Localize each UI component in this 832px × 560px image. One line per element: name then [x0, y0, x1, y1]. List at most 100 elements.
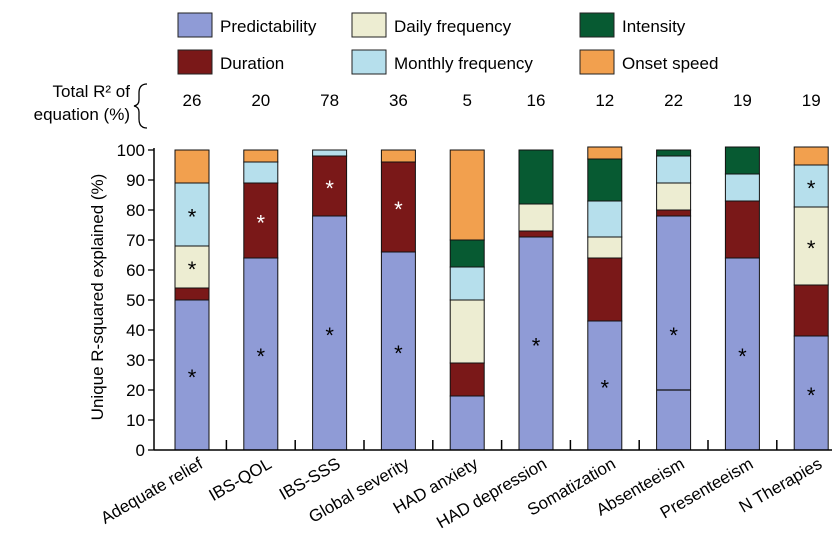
x-tick-label: IBS-QOL [206, 454, 275, 505]
bar-segment-daily-frequency [587, 236, 623, 259]
y-tick-label: 50 [126, 291, 145, 310]
legend-label-daily-frequency: Daily frequency [394, 17, 512, 36]
bar-segment-daily-frequency [793, 206, 829, 286]
legend-label-predictability: Predictability [220, 17, 317, 36]
bar-segment-onset-speed [174, 149, 210, 184]
bar-segment-predictability [518, 236, 554, 451]
significance-marker: * [394, 197, 403, 222]
total-r2-value: 20 [251, 91, 270, 110]
bar-stack-presenteeism: * [724, 146, 760, 451]
x-tick-label: Adequate relief [97, 454, 206, 528]
total-r2-value: 78 [320, 91, 339, 110]
legend-item-predictability: Predictability [177, 12, 317, 38]
y-tick-label: 0 [136, 441, 145, 460]
significance-marker: * [188, 365, 197, 390]
legend-item-intensity: Intensity [579, 12, 686, 38]
y-axis: 0 10 20 30 40 50 60 70 80 90 100 [117, 141, 155, 460]
legend-swatch-onset-speed [579, 49, 615, 75]
total-r2-row: Total R² of equation (%) 26 20 78 36 5 16 12 22… [34, 82, 821, 129]
bar-segment-monthly-frequency [243, 161, 279, 184]
bar-segment-duration [724, 200, 760, 259]
total-r2-label-line2: equation (%) [34, 105, 130, 124]
total-r2-value: 12 [595, 91, 614, 110]
legend-item-duration: Duration [177, 49, 284, 75]
bar-stack-global-severity: ** [380, 149, 416, 451]
significance-marker: * [394, 341, 403, 366]
legend-swatch-intensity [579, 12, 615, 38]
bar-segment-monthly-frequency [587, 200, 623, 238]
legend-label-intensity: Intensity [622, 17, 686, 36]
bar-segment-onset-speed [380, 149, 416, 163]
bar-segment-intensity [587, 158, 623, 202]
bar-segment-monthly-frequency [656, 155, 692, 184]
significance-marker: * [601, 376, 610, 401]
y-tick-label: 10 [126, 411, 145, 430]
total-r2-value: 26 [183, 91, 202, 110]
total-r2-value: 16 [527, 91, 546, 110]
bar-segment-predictability [656, 215, 692, 451]
y-tick-label: 70 [126, 231, 145, 250]
bar-segment-predictability [724, 257, 760, 451]
bar-segment-predictability [449, 395, 485, 451]
bar-segment-intensity [449, 239, 485, 268]
significance-marker: * [669, 323, 678, 348]
y-tick-label: 90 [126, 171, 145, 190]
total-r2-value: 5 [462, 91, 471, 110]
bar-segment-predictability [380, 251, 416, 451]
bar-segment-intensity [656, 149, 692, 157]
bar-segment-daily-frequency [518, 203, 554, 232]
bar-segment-onset-speed [449, 149, 485, 241]
bar-stack-ibs-sss: ** [312, 149, 348, 451]
bar-segment-onset-speed [243, 149, 279, 163]
bar-segment-intensity [724, 146, 760, 175]
legend-swatch-duration [177, 49, 213, 75]
y-tick-label: 60 [126, 261, 145, 280]
bar-segment-monthly-frequency [449, 266, 485, 301]
bar-stack-absenteeism: * [656, 149, 692, 451]
legend-label-monthly-frequency: Monthly frequency [394, 54, 533, 73]
significance-marker: * [532, 334, 541, 359]
bar-segment-monthly-frequency [793, 164, 829, 208]
bar-segment-duration [793, 284, 829, 337]
bar-stack-ibs-qol: ** [243, 149, 279, 451]
significance-marker: * [188, 205, 197, 230]
y-tick-label: 40 [126, 321, 145, 340]
legend-swatch-daily-frequency [351, 12, 387, 38]
bar-segment-duration [243, 182, 279, 259]
bar-segment-duration [312, 155, 348, 217]
total-r2-value: 19 [733, 91, 752, 110]
bar-segment-duration [656, 209, 692, 217]
bar-segment-monthly-frequency [724, 173, 760, 202]
y-tick-label: 30 [126, 351, 145, 370]
bar-stack-n-therapies: * * * [793, 146, 829, 451]
significance-marker: * [257, 211, 266, 236]
bar-segment-duration [174, 287, 210, 301]
legend-item-onset-speed: Onset speed [579, 49, 718, 75]
y-tick-label: 20 [126, 381, 145, 400]
total-r2-brace [133, 83, 148, 129]
bar-stack-somatization: * [587, 146, 623, 451]
bar-stack-had-anxiety [449, 149, 485, 451]
bar-segment-duration [518, 230, 554, 238]
legend-label-duration: Duration [220, 54, 284, 73]
legend-swatch-monthly-frequency [351, 49, 387, 75]
bar-segment-predictability [174, 299, 210, 451]
bar-segment-daily-frequency [656, 182, 692, 211]
bar-segment-duration [449, 362, 485, 397]
bar-segment-duration [587, 257, 623, 322]
bar-stack-adequate-relief: * * * [174, 149, 210, 451]
significance-marker: * [807, 176, 816, 201]
significance-marker: * [807, 236, 816, 261]
legend-label-onset-speed: Onset speed [622, 54, 718, 73]
bar-segment-predictability [793, 335, 829, 451]
significance-marker: * [325, 176, 334, 201]
total-r2-value: 36 [389, 91, 408, 110]
bar-segment-onset-speed [793, 146, 829, 166]
bar-segment-intensity [518, 149, 554, 205]
bar-stack-had-depression: * [518, 149, 554, 451]
bar-segment-predictability [587, 320, 623, 451]
y-axis-label: Unique R-squared explained (%) [88, 174, 107, 421]
legend-swatch-predictability [177, 12, 213, 38]
